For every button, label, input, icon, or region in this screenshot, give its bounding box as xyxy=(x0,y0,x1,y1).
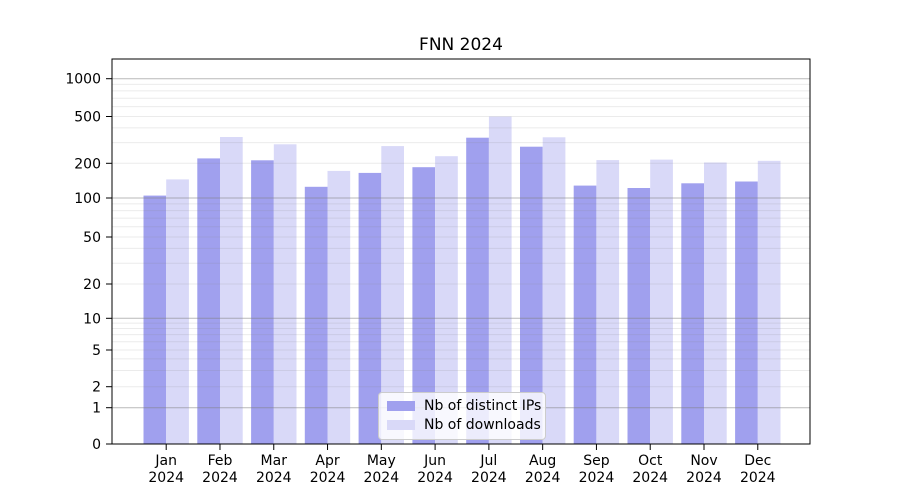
bar-downloads-jan xyxy=(166,179,189,444)
bar-ips-may xyxy=(358,172,382,444)
bar-downloads-jun xyxy=(435,156,458,444)
x-tick-label-month: Apr xyxy=(315,453,339,469)
bar-ips-nov xyxy=(681,183,704,445)
x-tick-label-month: May xyxy=(367,453,396,469)
bar-ips-jun xyxy=(412,167,436,444)
bar-downloads-may xyxy=(381,146,404,444)
y-tick-label: 2 xyxy=(92,380,101,396)
x-tick-label-month: Aug xyxy=(529,453,556,469)
y-tick-label: 5 xyxy=(92,343,101,359)
y-tick-label: 20 xyxy=(83,277,101,293)
legend-swatch-downloads xyxy=(387,420,415,430)
bar-downloads-oct xyxy=(650,159,673,444)
legend-label-distinct-ips: Nb of distinct IPs xyxy=(424,398,542,414)
y-tick-label: 100 xyxy=(74,191,101,207)
bar-ips-dec xyxy=(735,181,758,444)
x-axis-labels: Jan2024Feb2024Mar2024Apr2024May2024Jun20… xyxy=(148,453,775,486)
bar-downloads-nov xyxy=(704,162,727,444)
x-tick-label-year: 2024 xyxy=(202,470,238,486)
x-tick-label-month: Dec xyxy=(744,453,771,469)
x-tick-label-year: 2024 xyxy=(632,470,668,486)
axes-layer xyxy=(106,58,811,450)
bar-downloads-feb xyxy=(220,137,243,444)
x-tick-label-year: 2024 xyxy=(471,470,507,486)
bar-downloads-dec xyxy=(757,160,781,445)
legend: Nb of distinct IPs Nb of downloads xyxy=(378,392,546,440)
x-tick-label-month: Sep xyxy=(583,453,610,469)
x-tick-label-month: Oct xyxy=(638,453,663,469)
bar-downloads-sep xyxy=(596,160,620,444)
legend-item-distinct-ips: Nb of distinct IPs xyxy=(387,398,541,414)
legend-item-downloads: Nb of downloads xyxy=(387,417,541,433)
plot-border xyxy=(111,58,811,445)
x-tick-label-year: 2024 xyxy=(363,470,399,486)
x-tick-label-year: 2024 xyxy=(740,470,776,486)
x-tick-label-month: Jul xyxy=(479,453,497,469)
x-tick-label-year: 2024 xyxy=(686,470,722,486)
bar-downloads-mar xyxy=(273,144,297,445)
gridlines-layer xyxy=(112,78,810,409)
legend-label-downloads: Nb of downloads xyxy=(424,417,541,433)
bar-downloads-apr xyxy=(327,170,351,444)
bar-ips-aug xyxy=(520,146,543,444)
x-tick-label-year: 2024 xyxy=(256,470,292,486)
y-tick-label: 10 xyxy=(83,311,101,327)
bar-ips-jul xyxy=(466,137,489,444)
bar-ips-sep xyxy=(573,185,597,444)
x-tick-label-year: 2024 xyxy=(417,470,453,486)
y-tick-label: 1000 xyxy=(65,72,101,88)
bar-ips-oct xyxy=(627,188,651,444)
x-tick-label-month: Jan xyxy=(154,453,177,469)
bar-ips-apr xyxy=(304,186,328,445)
y-tick-label: 50 xyxy=(83,230,101,246)
bar-ips-mar xyxy=(251,160,274,445)
x-tick-label-year: 2024 xyxy=(148,470,184,486)
bars-layer xyxy=(143,116,781,445)
x-tick-label-year: 2024 xyxy=(525,470,561,486)
x-tick-label-year: 2024 xyxy=(579,470,615,486)
x-tick-label-month: Nov xyxy=(690,453,717,469)
y-tick-label: 200 xyxy=(74,156,101,172)
legend-swatch-distinct-ips xyxy=(387,401,415,411)
x-tick-label-month: Feb xyxy=(208,453,233,469)
bar-ips-feb xyxy=(197,158,220,444)
y-axis-labels: 0 1 2 5 10 20 50 100 200 500 1000 xyxy=(65,72,101,453)
bar-downloads-aug xyxy=(542,137,566,445)
x-tick-label-month: Jun xyxy=(423,453,446,469)
y-tick-label: 0 xyxy=(92,437,101,453)
x-tick-label-month: Mar xyxy=(261,453,288,469)
y-tick-label: 1 xyxy=(92,401,101,417)
y-tick-label: 500 xyxy=(74,110,101,126)
bar-ips-jan xyxy=(143,195,167,444)
chart-title: FNN 2024 xyxy=(419,35,503,55)
x-tick-label-year: 2024 xyxy=(310,470,346,486)
